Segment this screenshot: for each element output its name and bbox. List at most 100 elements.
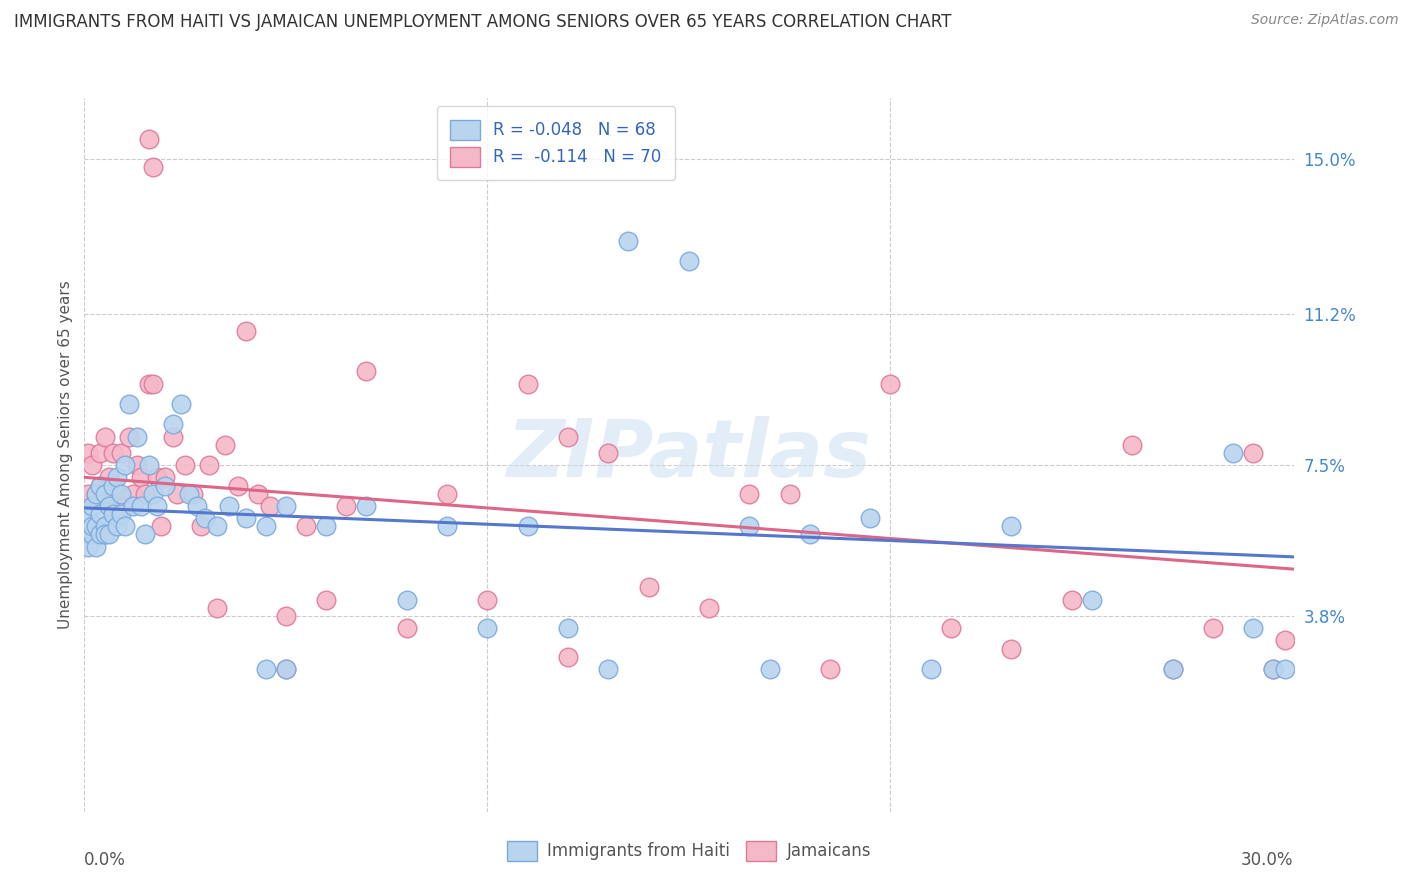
Point	[97, 486, 120, 500]
Point	[194, 511, 217, 525]
Point	[879, 376, 901, 391]
Point	[118, 429, 141, 443]
Point	[93, 519, 115, 533]
Point	[114, 499, 136, 513]
Point	[125, 429, 148, 443]
Point	[101, 507, 124, 521]
Point	[1241, 446, 1264, 460]
Point	[1000, 519, 1022, 533]
Point	[218, 499, 240, 513]
Point	[149, 519, 172, 533]
Point	[254, 662, 277, 676]
Point	[1274, 662, 1296, 676]
Point	[118, 397, 141, 411]
Point	[146, 499, 169, 513]
Point	[146, 470, 169, 484]
Point	[86, 486, 108, 500]
Point	[93, 486, 115, 500]
Point	[939, 621, 962, 635]
Point	[477, 592, 499, 607]
Point	[920, 662, 942, 676]
Point	[93, 527, 115, 541]
Point	[1222, 446, 1244, 460]
Point	[214, 438, 236, 452]
Point	[274, 499, 297, 513]
Point	[77, 486, 100, 500]
Point	[678, 254, 700, 268]
Point	[153, 470, 176, 484]
Point	[82, 499, 104, 513]
Point	[181, 486, 204, 500]
Point	[101, 478, 124, 492]
Point	[82, 458, 104, 472]
Point	[93, 429, 115, 443]
Point	[142, 376, 165, 391]
Point	[110, 446, 132, 460]
Point	[274, 662, 297, 676]
Text: ZIPatlas: ZIPatlas	[506, 416, 872, 494]
Point	[186, 499, 208, 513]
Point	[274, 662, 297, 676]
Point	[235, 324, 257, 338]
Point	[82, 499, 104, 513]
Point	[174, 458, 197, 472]
Point	[859, 511, 882, 525]
Point	[758, 662, 780, 676]
Point	[77, 446, 100, 460]
Point	[105, 486, 128, 500]
Point	[89, 507, 111, 521]
Point	[110, 486, 132, 500]
Y-axis label: Unemployment Among Seniors over 65 years: Unemployment Among Seniors over 65 years	[58, 281, 73, 629]
Point	[179, 486, 201, 500]
Point	[77, 507, 100, 521]
Point	[697, 600, 720, 615]
Point	[259, 499, 281, 513]
Point	[114, 458, 136, 472]
Point	[162, 417, 184, 432]
Point	[315, 592, 337, 607]
Point	[138, 132, 160, 146]
Point	[105, 470, 128, 484]
Point	[315, 519, 337, 533]
Point	[395, 592, 418, 607]
Point	[125, 458, 148, 472]
Point	[105, 519, 128, 533]
Point	[89, 478, 111, 492]
Point	[1202, 621, 1225, 635]
Point	[198, 458, 221, 472]
Point	[207, 519, 229, 533]
Point	[436, 519, 458, 533]
Point	[557, 649, 579, 664]
Point	[617, 234, 640, 248]
Point	[477, 621, 499, 635]
Point	[97, 470, 120, 484]
Point	[1161, 662, 1184, 676]
Point	[190, 519, 212, 533]
Point	[129, 470, 152, 484]
Point	[82, 519, 104, 533]
Point	[254, 519, 277, 533]
Point	[101, 446, 124, 460]
Point	[598, 662, 620, 676]
Point	[86, 519, 108, 533]
Point	[97, 499, 120, 513]
Text: Source: ZipAtlas.com: Source: ZipAtlas.com	[1251, 13, 1399, 28]
Point	[134, 527, 156, 541]
Point	[142, 486, 165, 500]
Point	[356, 499, 378, 513]
Point	[246, 486, 269, 500]
Point	[89, 478, 111, 492]
Point	[138, 376, 160, 391]
Point	[1000, 641, 1022, 656]
Point	[134, 486, 156, 500]
Point	[557, 621, 579, 635]
Point	[295, 519, 318, 533]
Point	[77, 540, 100, 554]
Point	[166, 486, 188, 500]
Point	[89, 446, 111, 460]
Point	[162, 429, 184, 443]
Point	[207, 600, 229, 615]
Legend: Immigrants from Haiti, Jamaicans: Immigrants from Haiti, Jamaicans	[501, 834, 877, 868]
Point	[637, 581, 659, 595]
Point	[105, 511, 128, 525]
